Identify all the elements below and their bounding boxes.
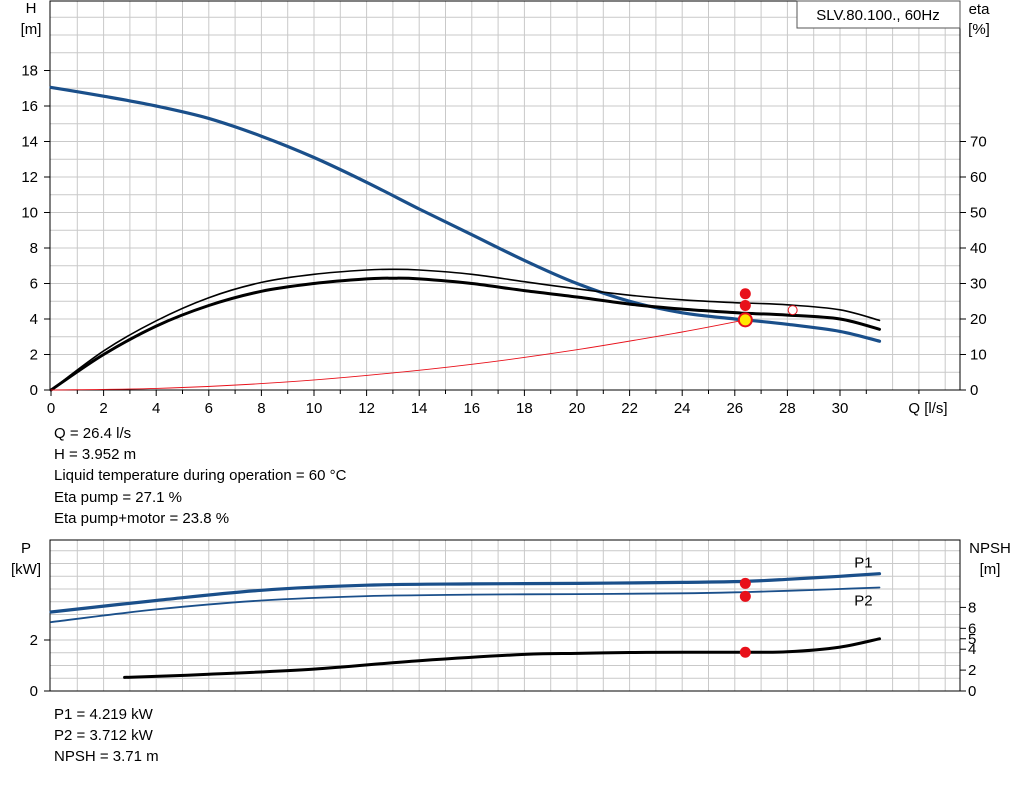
y-right-axis-label: NPSH [969, 540, 1011, 557]
y-axis-unit: [m] [21, 21, 42, 38]
x-tick-label: 2 [99, 400, 107, 417]
readout-p1: P1 = 4.219 kW [54, 706, 153, 723]
legend-box [796, 0, 961, 29]
y-right-tick-label: 2 [968, 662, 976, 679]
y-right-axis-label: eta [969, 1, 991, 18]
power-point [739, 577, 751, 589]
y-tick-label: 12 [21, 169, 38, 186]
y-right-tick-label: 40 [970, 240, 987, 257]
x-tick-label: 6 [205, 400, 213, 417]
x-tick-label: 8 [257, 400, 265, 417]
y-right-tick-label: 30 [970, 276, 987, 293]
power-point [739, 646, 751, 658]
x-tick-label: 20 [569, 400, 586, 417]
x-tick-label: 14 [411, 400, 428, 417]
readout-head: H = 3.952 m [54, 446, 137, 463]
x-axis-label: Q [l/s] [908, 400, 947, 417]
y-axis-unit: [kW] [11, 561, 41, 578]
x-tick-label: 4 [152, 400, 160, 417]
series-eta-pump-motor [49, 276, 881, 392]
eta-point [739, 300, 751, 312]
reference-point [787, 305, 798, 316]
readout-flow: Q = 26.4 l/s [54, 425, 132, 442]
y-right-tick-label: 6 [968, 620, 976, 637]
y-right-tick-label: 0 [968, 683, 976, 700]
x-tick-label: 0 [47, 400, 55, 417]
legend: SLV.80.100., 60Hz [796, 0, 961, 29]
readout-eta-pump-motor: Eta pump+motor = 23.8 % [54, 510, 230, 527]
x-tick-label: 12 [358, 400, 375, 417]
readout-p2: P2 = 3.712 kW [54, 727, 153, 744]
top-chart-frame [49, 0, 961, 391]
y-axis-label: P [21, 540, 31, 557]
y-right-tick-label: 0 [970, 382, 978, 399]
duty-point [737, 312, 753, 328]
series-label-p1: P1 [854, 555, 872, 572]
x-tick-label: 30 [832, 400, 849, 417]
y-tick-label: 18 [21, 63, 38, 80]
readout-npsh: NPSH = 3.71 m [54, 748, 159, 765]
power-point [739, 590, 751, 602]
y-tick-label: 8 [30, 240, 38, 257]
y-right-tick-label: 60 [970, 169, 987, 186]
y-tick-label: 0 [30, 683, 38, 700]
y-tick-label: 0 [30, 382, 38, 399]
bottom-chart-frame [49, 539, 961, 692]
y-right-tick-label: 20 [970, 311, 987, 328]
y-right-tick-label: 4 [968, 641, 976, 658]
y-right-tick-label: 5 [968, 631, 976, 648]
eta-point [739, 288, 751, 300]
y-tick-label: 10 [21, 205, 38, 222]
x-tick-label: 28 [779, 400, 796, 417]
y-axis-label: H [26, 0, 37, 17]
x-tick-label: 24 [674, 400, 691, 417]
y-right-tick-label: 70 [970, 134, 987, 151]
series-system-curve [50, 319, 746, 391]
y-right-tick-label: 8 [968, 599, 976, 616]
y-tick-label: 4 [30, 311, 38, 328]
bottom-chart-grid [50, 540, 960, 691]
series-npsh [123, 637, 881, 679]
x-tick-label: 16 [463, 400, 480, 417]
top-chart-series [49, 85, 882, 392]
x-tick-label: 10 [306, 400, 323, 417]
x-tick-label: 18 [516, 400, 533, 417]
series-label-p2: P2 [854, 592, 872, 609]
y-tick-label: 6 [30, 276, 38, 293]
y-right-axis-unit: [%] [968, 21, 990, 38]
y-right-axis-unit: [m] [980, 561, 1001, 578]
bottom-chart-series: P1 P2 [49, 555, 882, 679]
top-chart-grid [50, 1, 960, 390]
x-tick-label: 26 [726, 400, 743, 417]
x-tick-label: 22 [621, 400, 638, 417]
y-tick-label: 2 [30, 347, 38, 364]
y-tick-label: 14 [21, 134, 38, 151]
readout-liquid-temperature: Liquid temperature during operation = 60… [54, 467, 347, 484]
series-p1 [49, 572, 882, 614]
series-p2 [50, 586, 881, 623]
bottom-chart-axes: 0 2 0 2 456 8 P [kW] NPSH [m] [11, 540, 1011, 700]
y-right-tick-label: 10 [970, 347, 987, 364]
top-chart-axes: 0 2 4 6 8 10 12 14 16 18 20 22 24 26 28 300246810121416… [21, 0, 991, 417]
legend-label: SLV.80.100., 60Hz [816, 7, 939, 24]
y-tick-label: 2 [30, 632, 38, 649]
readout-eta-pump: Eta pump = 27.1 % [54, 489, 182, 506]
y-tick-label: 16 [21, 98, 38, 115]
y-right-tick-label: 50 [970, 205, 987, 222]
